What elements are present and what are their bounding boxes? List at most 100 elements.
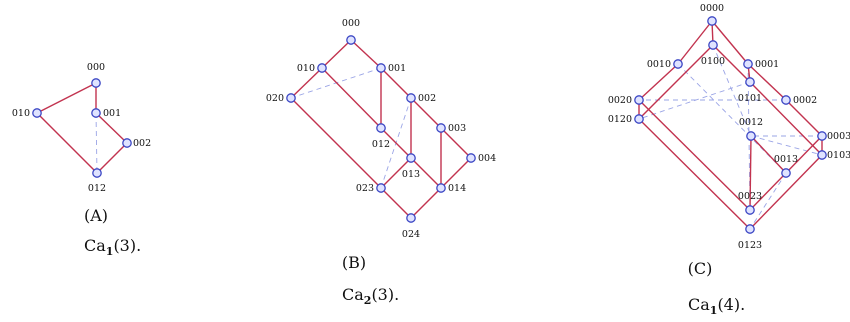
edge-0002-0003 xyxy=(785,99,823,137)
edge-020-023 xyxy=(290,97,382,189)
node-label-002: 002 xyxy=(133,138,151,149)
edge-012-013 xyxy=(380,127,412,159)
node-label-0010: 0010 xyxy=(647,59,671,70)
caption-base: Ca xyxy=(342,285,364,304)
node-024 xyxy=(406,213,416,223)
edge-000-010 xyxy=(321,39,352,69)
node-label-001: 001 xyxy=(388,63,406,74)
node-0012 xyxy=(746,131,756,141)
edge-010-020 xyxy=(290,67,323,99)
node-label-024: 024 xyxy=(402,229,420,240)
caption-base: Ca xyxy=(84,236,106,255)
edge-002-003 xyxy=(410,97,442,129)
node-label-003: 003 xyxy=(448,123,466,134)
edge-000-010 xyxy=(36,82,97,114)
node-0100 xyxy=(708,40,718,50)
edge-023-024 xyxy=(380,187,412,219)
node-label-0120: 0120 xyxy=(608,114,632,125)
figure-caption: Ca1(4). xyxy=(688,295,745,317)
edge-010-012 xyxy=(36,112,98,174)
edge-001-002 xyxy=(380,67,412,99)
node-label-014: 014 xyxy=(448,183,466,194)
node-label-020: 020 xyxy=(266,93,284,104)
node-0020 xyxy=(634,95,644,105)
caption-argument: (3). xyxy=(371,285,399,304)
node-label-010: 010 xyxy=(12,108,30,119)
node-label-0003: 0003 xyxy=(827,131,850,142)
node-012 xyxy=(376,123,386,133)
edge-0020-0023 xyxy=(638,99,751,211)
node-label-0012: 0012 xyxy=(739,117,763,128)
node-label-004: 004 xyxy=(478,153,496,164)
caption-subscript: 2 xyxy=(364,294,372,307)
edge-0000-0010 xyxy=(677,20,713,65)
node-001 xyxy=(91,108,101,118)
node-000 xyxy=(346,35,356,45)
node-0103 xyxy=(817,150,827,160)
node-0001 xyxy=(743,59,753,69)
edge-0101-0103 xyxy=(749,81,823,156)
node-label-0023: 0023 xyxy=(738,191,762,202)
edge-003-004 xyxy=(440,127,472,159)
node-0101 xyxy=(745,77,755,87)
node-label-0123: 0123 xyxy=(738,240,762,251)
node-002 xyxy=(406,93,416,103)
edge-014-024 xyxy=(410,187,442,219)
node-0000 xyxy=(707,16,717,26)
node-label-0001: 0001 xyxy=(755,59,779,70)
node-0123 xyxy=(745,224,755,234)
node-013 xyxy=(406,153,416,163)
node-012 xyxy=(92,168,102,178)
node-020 xyxy=(286,93,296,103)
dashed-line-0101-0120 xyxy=(638,81,751,120)
node-label-0013: 0013 xyxy=(774,154,798,165)
node-label-001: 001 xyxy=(103,108,121,119)
figure-caption: Ca2(3). xyxy=(342,285,399,307)
node-label-012: 012 xyxy=(372,139,390,150)
node-label-002: 002 xyxy=(418,93,436,104)
node-001 xyxy=(376,63,386,73)
dashed-line-0013-0123 xyxy=(749,172,787,230)
figure-tag: (B) xyxy=(342,253,366,272)
edge-0012-0023 xyxy=(749,135,752,211)
edge-000-001 xyxy=(350,39,382,69)
edge-0120-0123 xyxy=(638,118,751,230)
node-002 xyxy=(122,138,132,148)
node-label-000: 000 xyxy=(342,18,360,29)
edge-0103-0123 xyxy=(749,154,823,230)
node-0120 xyxy=(634,114,644,124)
node-010 xyxy=(317,63,327,73)
edge-002-012 xyxy=(96,142,128,174)
edge-0000-0001 xyxy=(711,20,749,65)
node-label-0000: 0000 xyxy=(700,3,724,14)
edge-0010-0020 xyxy=(638,63,679,101)
node-label-0020: 0020 xyxy=(608,95,632,106)
figure-caption: Ca1(3). xyxy=(84,236,141,258)
node-label-010: 010 xyxy=(297,63,315,74)
node-000 xyxy=(91,78,101,88)
edge-010-012 xyxy=(321,67,382,129)
edge-0100-0101 xyxy=(712,44,751,83)
node-label-0100: 0100 xyxy=(701,56,725,67)
node-label-012: 012 xyxy=(88,183,106,194)
caption-argument: (4). xyxy=(717,295,745,314)
figure-c: 0000 0100 0010 0001 0020 0101 0002 0120 0012 0003… xyxy=(608,3,850,317)
dashed-line-0100-0012 xyxy=(712,44,752,137)
edge-001-002 xyxy=(95,112,128,144)
node-label-023: 023 xyxy=(356,183,374,194)
node-label-0002: 0002 xyxy=(793,95,817,106)
node-0003 xyxy=(817,131,827,141)
figure-tag: (A) xyxy=(84,206,108,225)
edge-0100-0120 xyxy=(638,44,714,120)
caption-subscript: 1 xyxy=(106,245,114,258)
edge-0001-0002 xyxy=(747,63,787,101)
caption-argument: (3). xyxy=(113,236,141,255)
node-label-000: 000 xyxy=(87,62,105,73)
node-014 xyxy=(436,183,446,193)
node-label-0103: 0103 xyxy=(827,150,850,161)
edge-004-014 xyxy=(440,157,472,189)
node-0023 xyxy=(745,205,755,215)
node-004 xyxy=(466,153,476,163)
node-023 xyxy=(376,183,386,193)
